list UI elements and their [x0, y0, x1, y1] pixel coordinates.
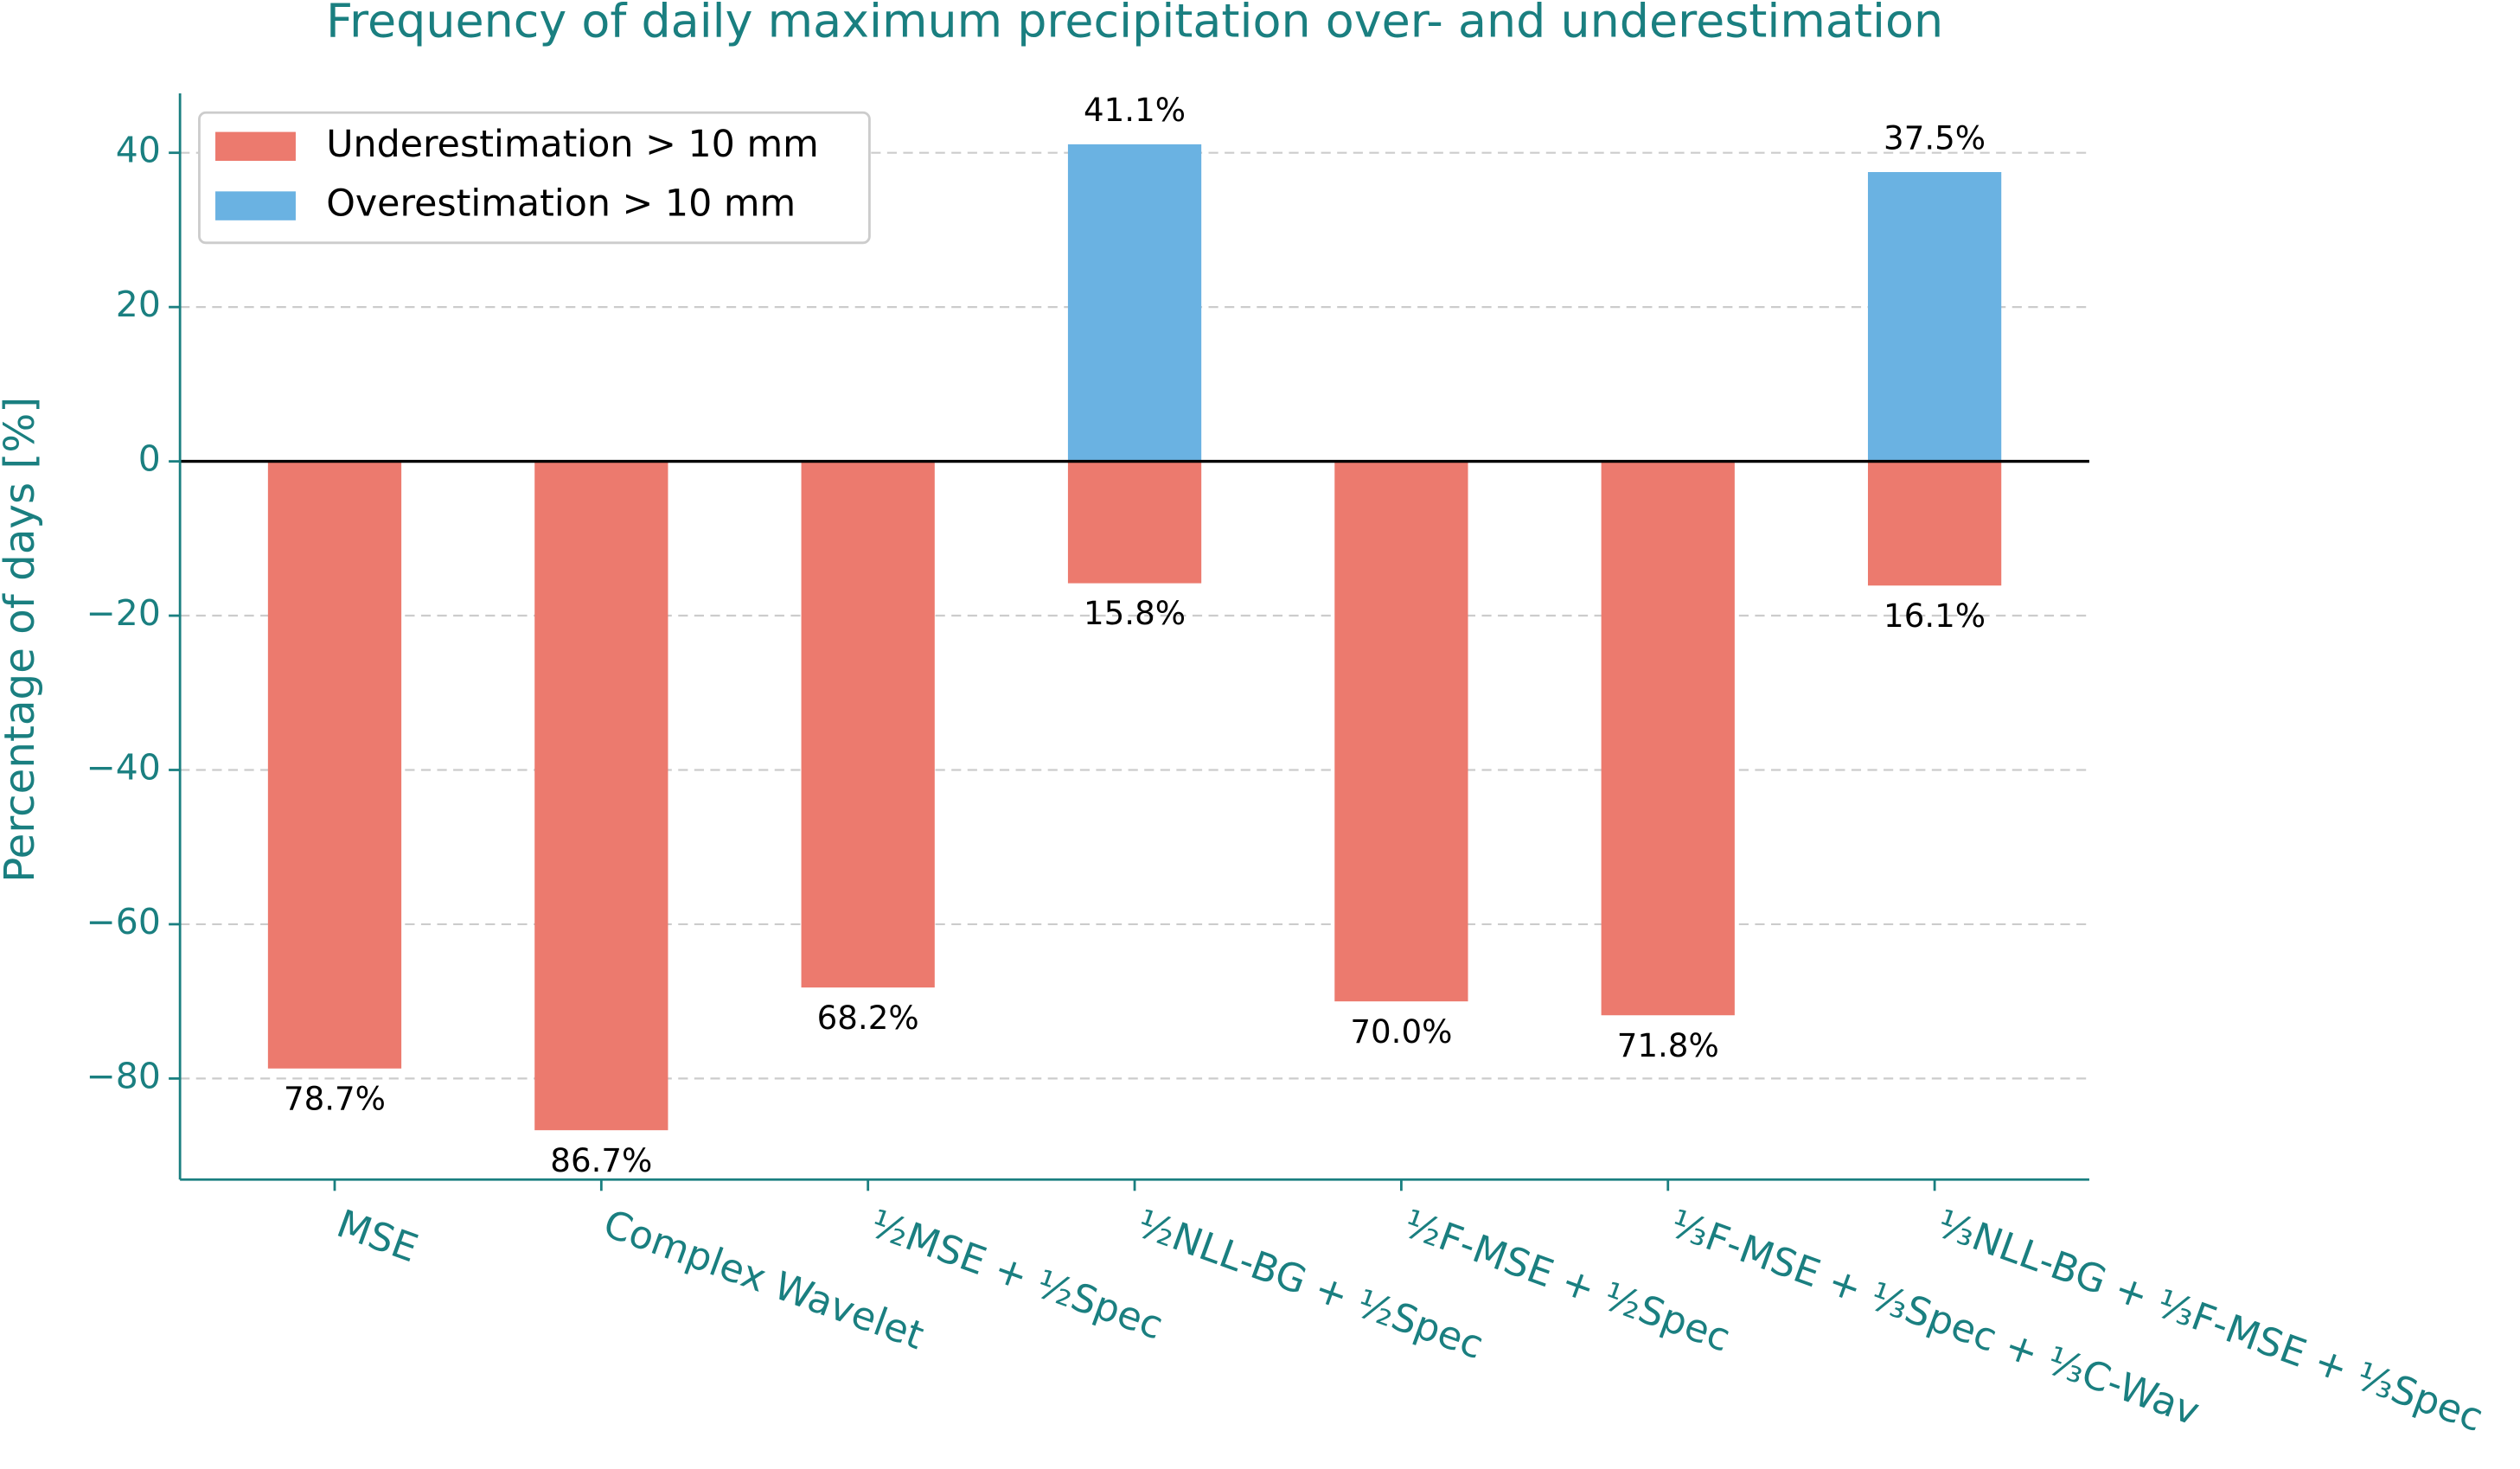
bar — [1067, 461, 1202, 584]
value-label: 37.5% — [1884, 119, 1986, 156]
chart-title: Frequency of daily maximum precipitation… — [326, 0, 1943, 48]
legend: Underestimation > 10 mm Overestimation > … — [198, 111, 871, 245]
bar — [1867, 461, 2002, 586]
value-label: 86.7% — [550, 1142, 652, 1179]
x-tick-label: ⅓NLL-BG + ⅓F-MSE + ⅓Spec — [1931, 1201, 2489, 1440]
bar — [267, 461, 402, 1069]
y-tick-label: −20 — [86, 592, 161, 634]
bar — [1601, 461, 1735, 1016]
value-label: 68.2% — [817, 1000, 919, 1037]
legend-label: Underestimation > 10 mm — [326, 123, 818, 166]
y-tick-label: 20 — [116, 284, 161, 325]
value-label: 71.8% — [1617, 1027, 1719, 1064]
y-tick-label: 40 — [116, 130, 161, 171]
value-label: 15.8% — [1084, 595, 1186, 632]
value-label: 70.0% — [1350, 1013, 1452, 1051]
y-axis-label: Percentage of days [%] — [0, 397, 44, 883]
y-tick-label: −60 — [86, 901, 161, 942]
legend-frame — [198, 111, 871, 245]
legend-swatch — [215, 191, 296, 220]
value-label: 41.1% — [1084, 92, 1186, 129]
value-label: 16.1% — [1884, 597, 1986, 635]
bar — [534, 461, 668, 1131]
x-tick-label: MSE — [331, 1201, 424, 1271]
bar — [1067, 144, 1202, 462]
bar — [1867, 172, 2002, 462]
value-label: 78.7% — [284, 1080, 386, 1117]
bar — [801, 461, 935, 988]
y-tick-label: 0 — [138, 438, 161, 480]
legend-swatch — [215, 131, 296, 162]
bar — [1334, 461, 1468, 1002]
y-tick-label: −40 — [86, 746, 161, 788]
y-tick-label: −80 — [86, 1055, 161, 1096]
legend-label: Overestimation > 10 mm — [326, 182, 796, 226]
